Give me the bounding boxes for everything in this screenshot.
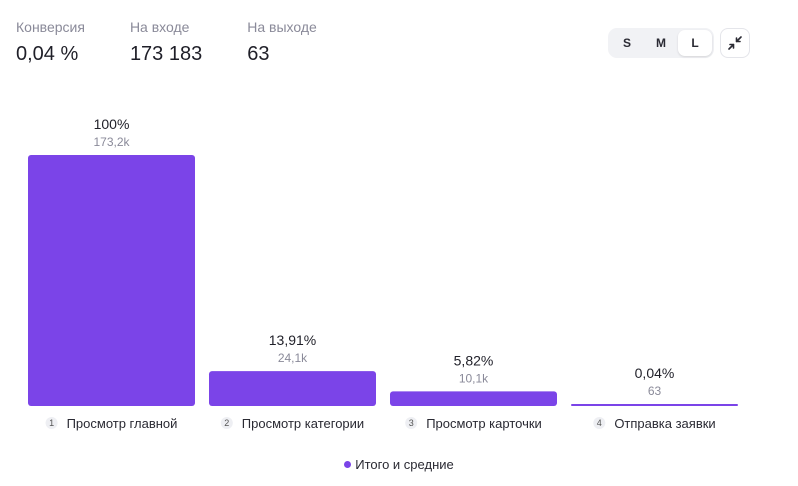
legend-label: Итого и средние [355, 457, 454, 472]
stat-label: На входе [129, 19, 190, 35]
legend-dot [344, 461, 352, 468]
category-label: 2 Просмотр категории [220, 416, 364, 431]
step-number: 1 [49, 418, 54, 428]
stat-input: На входе 173 183 [130, 18, 202, 69]
bar-absolute-label: 24,1k [278, 351, 308, 365]
step-number: 2 [224, 418, 229, 428]
collapse-arrows-icon [728, 36, 742, 50]
funnel-bar[interactable] [28, 155, 195, 406]
collapse-button[interactable] [720, 28, 750, 58]
bar-absolute-label: 63 [648, 384, 662, 398]
stat-label: На выходе [247, 19, 317, 35]
category-label: 4 Отправка заявки [593, 416, 716, 431]
bar-percent-label: 5,82% [454, 352, 494, 368]
step-number-badge [45, 417, 58, 429]
step-number: 4 [597, 418, 602, 428]
stat-value: 0,04 % [16, 43, 79, 65]
bar-percent-label: 0,04% [635, 365, 675, 381]
funnel-bar[interactable] [390, 391, 557, 406]
bar-absolute-label: 173,2k [93, 135, 130, 149]
stats-row: Конверсия 0,04 % На входе 173 183 На вых… [16, 18, 362, 69]
size-m-button[interactable]: M [656, 36, 666, 50]
size-l-button[interactable]: L [678, 30, 712, 56]
funnel-bar[interactable] [209, 371, 376, 406]
category-text: Просмотр карточки [426, 416, 542, 431]
category-text: Просмотр категории [242, 416, 364, 431]
step-number-badge [405, 417, 418, 429]
category-label: 1 Просмотр главной [45, 416, 178, 431]
stat-conversion: Конверсия 0,04 % [16, 18, 85, 69]
bar-percent-label: 100% [94, 116, 130, 132]
stat-value: 63 [247, 43, 270, 65]
funnel-chart: 173,2k 100% 1 Просмотр главной 24,1k 13,91% 2 П… [28, 116, 738, 431]
step-number-badge [593, 417, 606, 429]
bar-absolute-label: 10,1k [459, 371, 489, 385]
legend[interactable]: Итого и средние [0, 457, 798, 472]
category-text: Отправка заявки [614, 416, 715, 431]
stat-value: 173 183 [129, 43, 203, 65]
stat-label: Конверсия [16, 19, 85, 35]
category-text: Просмотр главной [67, 416, 178, 431]
size-s-button[interactable]: S [622, 36, 631, 50]
bar-percent-label: 13,91% [269, 332, 316, 348]
step-number: 3 [409, 418, 414, 428]
stat-output: На выходе 63 [247, 18, 317, 69]
step-number-badge [220, 417, 233, 429]
funnel-bar[interactable] [571, 404, 738, 406]
size-switch: S M L [608, 28, 714, 58]
category-label: 3 Просмотр карточки [405, 416, 542, 431]
